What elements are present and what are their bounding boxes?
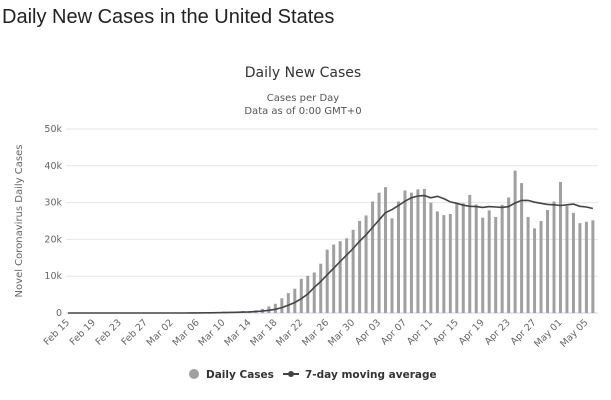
- bar: [396, 201, 400, 313]
- x-tick-label: Mar 22: [274, 317, 305, 348]
- y-tick-label: 10k: [44, 271, 62, 282]
- bar: [312, 272, 316, 313]
- bar: [539, 221, 543, 313]
- x-tick-label: Mar 26: [300, 317, 331, 348]
- bar: [591, 220, 595, 313]
- bar: [345, 238, 349, 313]
- x-tick-label: May 05: [558, 317, 590, 349]
- bar: [390, 218, 394, 313]
- bar: [351, 229, 355, 313]
- bar: [403, 190, 407, 313]
- y-tick-label: 50k: [44, 124, 62, 135]
- bar: [455, 202, 459, 313]
- chart-subtitle: Data as of 0:00 GMT+0: [244, 106, 361, 117]
- bar: [299, 278, 303, 313]
- chart-subtitle: Cases per Day: [267, 93, 339, 104]
- bar: [578, 223, 582, 313]
- x-tick-label: Feb 15: [42, 317, 72, 347]
- bar: [416, 189, 420, 313]
- x-tick-label: Mar 02: [145, 317, 176, 348]
- bar: [481, 217, 485, 313]
- bar: [558, 181, 562, 313]
- y-tick-label: 20k: [44, 234, 62, 245]
- bar: [487, 210, 491, 313]
- bar: [584, 221, 588, 313]
- bar: [552, 201, 556, 313]
- bar: [273, 303, 277, 313]
- bar: [429, 202, 433, 313]
- bar: [461, 203, 465, 313]
- bar: [319, 263, 323, 313]
- bar: [533, 228, 537, 313]
- x-tick-label: Feb 27: [120, 317, 150, 347]
- bar: [377, 192, 381, 313]
- bar: [571, 212, 575, 313]
- bar: [332, 244, 336, 313]
- bar: [526, 216, 530, 313]
- bar: [442, 215, 446, 313]
- bar: [565, 205, 569, 313]
- x-tick-label: Apr 07: [379, 317, 409, 347]
- bar: [546, 209, 550, 313]
- bar: [474, 204, 478, 313]
- bar: [513, 170, 517, 313]
- bar: [338, 241, 342, 313]
- bar: [384, 187, 388, 313]
- bar: [364, 215, 368, 313]
- bar: [409, 192, 413, 313]
- x-tick-label: Apr 19: [457, 317, 487, 347]
- x-tick-label: Feb 23: [94, 317, 124, 347]
- x-tick-label: Mar 10: [196, 317, 227, 348]
- legend-bar-marker: [189, 369, 199, 379]
- bar: [371, 201, 375, 313]
- page-title: Daily New Cases in the United States: [2, 6, 335, 28]
- chart-title: Daily New Cases: [245, 65, 361, 81]
- x-tick-label: Mar 18: [248, 317, 279, 348]
- x-tick-label: Mar 14: [222, 317, 253, 348]
- bar: [358, 221, 362, 313]
- y-tick-label: 0: [56, 308, 62, 319]
- moving-average-line: [68, 194, 594, 314]
- y-tick-label: 40k: [44, 161, 62, 172]
- legend-label-moving-average: 7-day moving average: [305, 369, 437, 381]
- legend-line-dot: [288, 371, 294, 377]
- bar: [494, 216, 498, 313]
- x-tick-label: Apr 03: [353, 317, 383, 347]
- x-tick-label: Feb 19: [68, 317, 98, 347]
- bar: [435, 211, 439, 313]
- bar: [448, 214, 452, 313]
- x-tick-label: Mar 06: [171, 317, 202, 348]
- bar: [520, 183, 524, 313]
- y-axis-title: Novel Coronavirus Daily Cases: [14, 145, 25, 298]
- bar: [293, 288, 297, 313]
- x-tick-label: Apr 23: [483, 317, 513, 347]
- legend-label-daily-cases: Daily Cases: [206, 369, 274, 381]
- bar: [280, 298, 284, 313]
- y-tick-label: 30k: [44, 198, 62, 209]
- x-tick-label: Mar 30: [326, 317, 357, 348]
- bar: [325, 249, 329, 313]
- x-tick-label: Apr 15: [431, 317, 461, 347]
- bar: [468, 194, 472, 313]
- bar: [507, 197, 511, 313]
- bar: [422, 188, 426, 313]
- x-tick-label: Apr 11: [405, 317, 435, 347]
- bar: [500, 204, 504, 313]
- bar: [286, 293, 290, 313]
